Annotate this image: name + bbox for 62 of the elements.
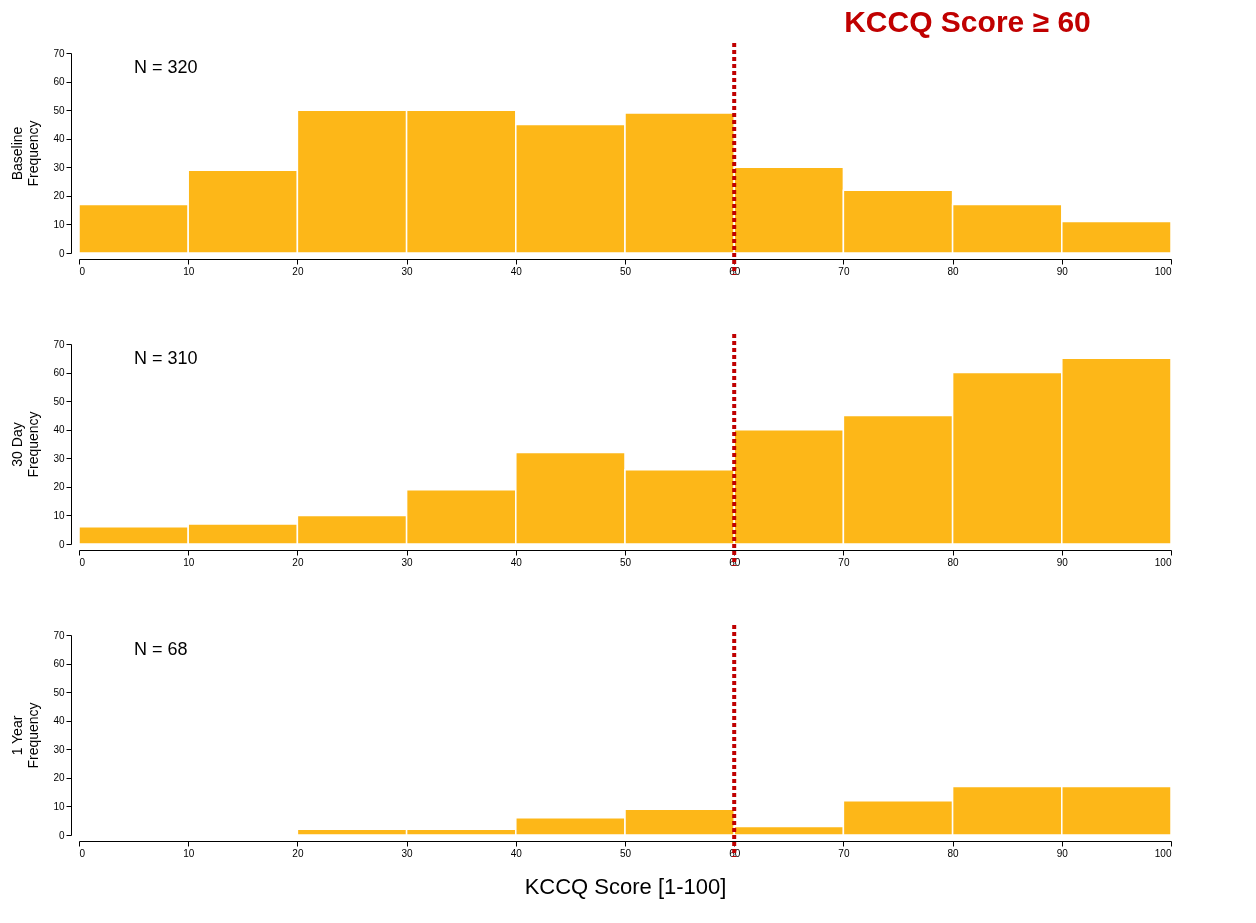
y-tick-label: 0	[58, 247, 65, 259]
y-tick-label: 60	[53, 367, 65, 379]
y-axis-title: Baseline Frequency	[9, 120, 42, 187]
y-tick-label: 0	[58, 829, 65, 841]
x-tick-label: 80	[947, 847, 960, 859]
ref-line-label: KCCQ Score ≥ 60	[844, 5, 1091, 38]
x-tick-label: 0	[79, 556, 86, 568]
y-axis-title: 30 Day Frequency	[9, 411, 42, 478]
annotation: N = 310	[134, 348, 198, 368]
x-axis-title: KCCQ Score [1-100]	[524, 873, 727, 899]
x-tick-label: 10	[183, 556, 195, 568]
x-tick-label: 100	[1154, 556, 1172, 568]
annotation: N = 320	[134, 57, 198, 77]
y-tick-label: 70	[53, 47, 65, 59]
x-tick-label: 10	[183, 847, 195, 859]
x-tick-label: 50	[619, 265, 632, 277]
y-tick-label: 30	[53, 743, 65, 755]
y-tick-label: 10	[53, 509, 65, 521]
x-tick-label: 90	[1056, 265, 1069, 277]
x-tick-label: 70	[838, 847, 850, 859]
x-tick-label: 50	[619, 847, 632, 859]
y-tick-label: 60	[53, 76, 65, 88]
y-tick-label: 20	[53, 190, 65, 202]
y-tick-label: 50	[53, 686, 65, 698]
x-tick-label: 40	[510, 265, 523, 277]
x-tick-label: 30	[401, 847, 414, 859]
y-tick-label: 60	[53, 658, 65, 670]
y-tick-label: 10	[53, 800, 65, 812]
y-tick-label: 40	[53, 424, 65, 436]
x-tick-label: 30	[401, 265, 414, 277]
y-tick-label: 20	[53, 481, 65, 493]
x-tick-label: 10	[183, 265, 195, 277]
x-tick-label: 70	[838, 265, 850, 277]
y-tick-label: 70	[53, 338, 65, 350]
x-tick-label: 40	[510, 847, 523, 859]
annotation: N = 68	[134, 639, 188, 659]
x-tick-label: 90	[1056, 847, 1069, 859]
y-tick-label: 30	[53, 452, 65, 464]
y-tick-label: 50	[53, 395, 65, 407]
x-tick-label: 80	[947, 556, 960, 568]
x-tick-label: 0	[79, 847, 86, 859]
x-tick-label: 0	[79, 265, 86, 277]
y-tick-label: 0	[58, 538, 65, 550]
x-tick-label: 20	[292, 556, 304, 568]
x-tick-label: 90	[1056, 556, 1069, 568]
x-tick-label: 50	[619, 556, 632, 568]
x-tick-label: 100	[1154, 847, 1172, 859]
x-tick-label: 30	[401, 556, 414, 568]
y-tick-label: 70	[53, 629, 65, 641]
y-tick-label: 20	[53, 772, 65, 784]
y-tick-label: 30	[53, 161, 65, 173]
x-tick-label: 20	[292, 265, 304, 277]
x-tick-label: 80	[947, 265, 960, 277]
y-tick-label: 40	[53, 715, 65, 727]
x-tick-label: 100	[1154, 265, 1172, 277]
y-tick-label: 50	[53, 104, 65, 116]
x-tick-label: 70	[838, 556, 850, 568]
y-axis-title: 1 Year Frequency	[9, 702, 42, 769]
y-tick-label: 10	[53, 218, 65, 230]
x-tick-label: 40	[510, 556, 523, 568]
y-tick-label: 40	[53, 133, 65, 145]
x-tick-label: 20	[292, 847, 304, 859]
